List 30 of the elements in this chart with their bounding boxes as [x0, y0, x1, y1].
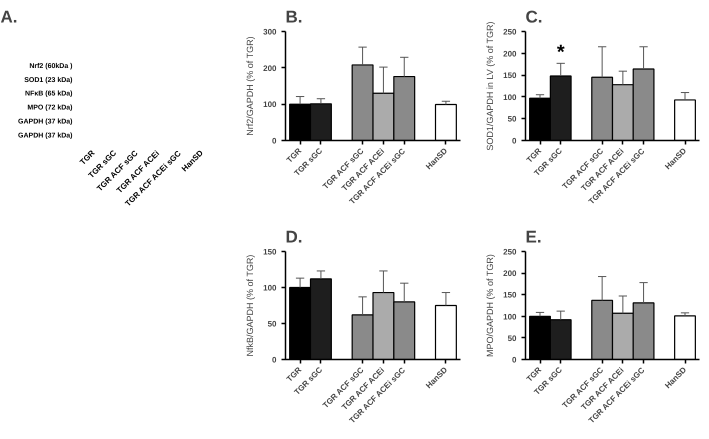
chart-title: B. — [286, 8, 302, 26]
y-tick-label: 300 — [263, 28, 278, 36]
y-axis-title: Nrf2/GAPDH (% of TGR) — [245, 36, 256, 136]
y-tick-label: 150 — [503, 71, 518, 80]
y-tick-label: 50 — [508, 334, 518, 343]
y-tick-label: 0 — [512, 356, 518, 364]
y-tick-label: 150 — [503, 290, 518, 300]
y-tick-label: 0 — [272, 136, 278, 146]
y-tick-label: 250 — [503, 248, 518, 256]
y-tick-label: 50 — [508, 114, 518, 124]
y-tick-label: 200 — [503, 269, 518, 278]
annotation: * — [556, 41, 565, 64]
y-tick-label: 100 — [503, 92, 518, 102]
y-tick-label: 0 — [272, 356, 278, 364]
y-tick-label: 50 — [268, 320, 278, 328]
y-tick-label: 100 — [263, 100, 278, 110]
y-tick-label: 200 — [503, 49, 518, 58]
text: A. — [0, 8, 18, 26]
y-tick-label: 200 — [263, 64, 278, 73]
y-tick-label: 100 — [263, 284, 278, 292]
y-axis-title: NfkB/GAPDH (% of TGR) — [245, 254, 256, 357]
chart-title: E. — [526, 228, 542, 246]
y-axis-title: SOD1/GAPDH in LV (% of TGR) — [485, 21, 496, 151]
y-axis-title: MPO/GAPDH (% of TGR) — [485, 254, 496, 358]
y-tick-label: 150 — [263, 248, 278, 256]
y-tick-label: 250 — [503, 28, 518, 36]
chart-title: D. — [286, 228, 302, 246]
y-tick-label: 0 — [512, 136, 518, 146]
chart-title: C. — [526, 8, 542, 26]
y-tick-label: 100 — [503, 312, 518, 322]
